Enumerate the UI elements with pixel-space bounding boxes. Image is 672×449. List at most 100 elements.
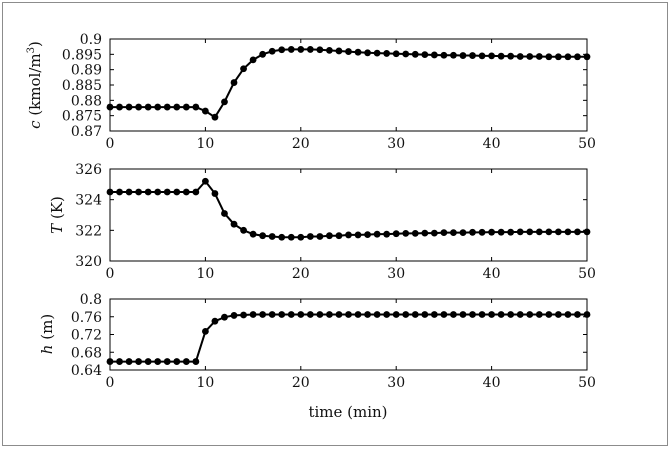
data-point (574, 311, 581, 318)
data-point (430, 51, 438, 59)
y-tick-label: 320 (75, 254, 102, 270)
x-tick-label: 50 (578, 266, 596, 282)
data-point (450, 311, 457, 318)
data-point (440, 229, 448, 237)
data-point (383, 311, 391, 318)
data-point (497, 52, 505, 60)
x-tick-label: 0 (106, 136, 115, 152)
plot-area-height (109, 298, 588, 371)
data-point (516, 228, 524, 236)
data-point (402, 50, 410, 58)
data-point (373, 230, 381, 238)
data-point (373, 311, 381, 318)
data-point (230, 220, 238, 228)
data-point (345, 48, 352, 55)
y-tick-label: 0.72 (71, 328, 102, 344)
data-point (488, 228, 495, 236)
data-point (526, 311, 534, 318)
data-point (240, 65, 247, 73)
y-tick-label: 0.88 (71, 93, 102, 109)
data-point (297, 46, 305, 53)
data-point (411, 50, 419, 58)
data-point (526, 228, 534, 236)
data-point (306, 233, 314, 240)
data-point (211, 190, 219, 197)
data-point (383, 230, 391, 238)
panel-temperature: T (K) 0 10 20 30 40 50 320 322 324 326 (48, 162, 596, 282)
x-tick-label: 10 (196, 375, 214, 391)
data-point (182, 103, 190, 111)
data-point (411, 230, 419, 237)
data-point (259, 311, 267, 318)
data-point (144, 103, 152, 111)
data-point (202, 327, 209, 335)
data-point (268, 233, 276, 240)
x-tick-label: 0 (106, 375, 115, 391)
data-point (497, 228, 505, 236)
data-point (230, 312, 238, 319)
data-point (507, 311, 515, 318)
data-point (450, 51, 457, 59)
data-point (154, 188, 162, 196)
data-point (516, 311, 524, 318)
data-point (364, 49, 371, 57)
data-point (469, 311, 476, 318)
data-point (545, 53, 553, 61)
data-point (221, 210, 228, 217)
data-point (163, 103, 171, 111)
data-point (421, 311, 429, 318)
data-point (392, 230, 400, 238)
data-point (259, 232, 267, 240)
data-point (421, 51, 429, 59)
data-point (583, 311, 591, 318)
data-point (144, 358, 152, 365)
x-tick-label: 10 (196, 136, 214, 152)
x-tick-label: 50 (578, 375, 596, 391)
data-point (440, 51, 448, 59)
data-point (173, 188, 181, 196)
data-point (268, 311, 276, 318)
data-point (240, 311, 247, 319)
data-point (364, 311, 371, 318)
data-point (326, 46, 333, 54)
data-point (259, 50, 267, 58)
series-line (110, 48, 587, 119)
data-point (459, 311, 467, 318)
data-point (440, 311, 448, 318)
data-point (450, 229, 457, 237)
data-point (192, 188, 200, 196)
data-point (459, 52, 467, 59)
data-point (125, 188, 133, 196)
y-tick-label: 0.885 (62, 78, 102, 94)
data-point (249, 230, 257, 238)
y-tick-label: 324 (75, 193, 102, 209)
data-point (345, 231, 352, 239)
data-point (554, 228, 562, 236)
x-tick-label: 20 (292, 375, 310, 391)
data-point (354, 48, 362, 56)
data-point (583, 53, 591, 61)
y-axis-label-concentration: c (kmol/m3) (26, 41, 44, 129)
x-tick-label: 20 (292, 266, 310, 282)
y-tick-label: 0.87 (71, 124, 102, 140)
data-point (144, 188, 152, 196)
data-point (535, 53, 543, 60)
data-point (221, 98, 228, 106)
plot-area-temperature (109, 168, 588, 262)
data-point (116, 188, 123, 196)
data-point (488, 311, 495, 318)
series-line (110, 179, 587, 239)
data-point (535, 311, 543, 318)
data-point (221, 313, 228, 321)
data-point (574, 53, 581, 61)
data-point (507, 52, 515, 60)
y-tick-label: 0.89 (71, 63, 102, 79)
data-point (364, 231, 371, 239)
data-point (202, 107, 209, 115)
x-tick-label: 40 (483, 375, 501, 391)
y-axis-label-temperature: T (K) (48, 196, 66, 234)
data-point (306, 311, 314, 318)
panel-height: h (m) time (min) 0 10 20 30 40 50 0.64 0.680.72… (38, 292, 596, 421)
data-point (192, 103, 200, 111)
data-point (106, 358, 114, 365)
